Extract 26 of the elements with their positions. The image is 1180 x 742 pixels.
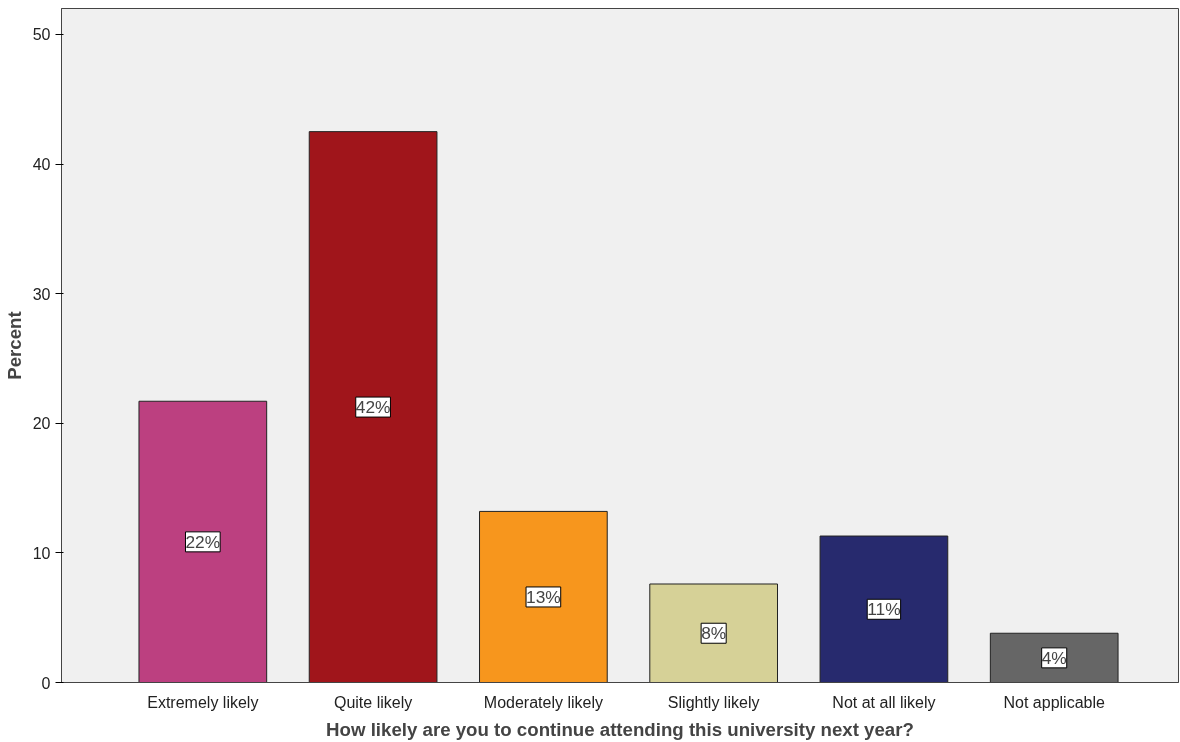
data-label: 22% xyxy=(185,531,221,552)
bar xyxy=(819,535,949,683)
bar xyxy=(649,583,778,683)
data-label: 8% xyxy=(701,623,727,644)
y-tick-label: 40 xyxy=(32,156,51,174)
bar xyxy=(479,510,608,683)
y-tick-label: 0 xyxy=(41,674,51,692)
x-tick-label: Not applicable xyxy=(1003,693,1105,711)
x-tick-label: Extremely likely xyxy=(147,693,259,711)
bar xyxy=(138,400,268,683)
x-axis-title: How likely are you to continue attending this university next year? xyxy=(326,718,914,740)
bar xyxy=(989,632,1119,683)
y-axis-title: Percent xyxy=(3,311,25,380)
x-tick-label: Not at all likely xyxy=(832,693,936,711)
y-tick-label: 20 xyxy=(32,415,51,433)
data-label: 4% xyxy=(1041,647,1067,668)
data-label: 11% xyxy=(867,599,901,620)
x-tick-label: Slightly likely xyxy=(667,693,760,711)
y-tick-label: 30 xyxy=(32,285,51,303)
x-tick-label: Moderately likely xyxy=(483,693,603,711)
data-label: 13% xyxy=(526,586,561,607)
y-tick-label: 50 xyxy=(32,26,51,44)
y-tick-label: 10 xyxy=(32,544,51,562)
x-tick-label: Quite likely xyxy=(333,693,413,711)
data-label: 42% xyxy=(355,397,391,418)
bar xyxy=(308,131,438,683)
